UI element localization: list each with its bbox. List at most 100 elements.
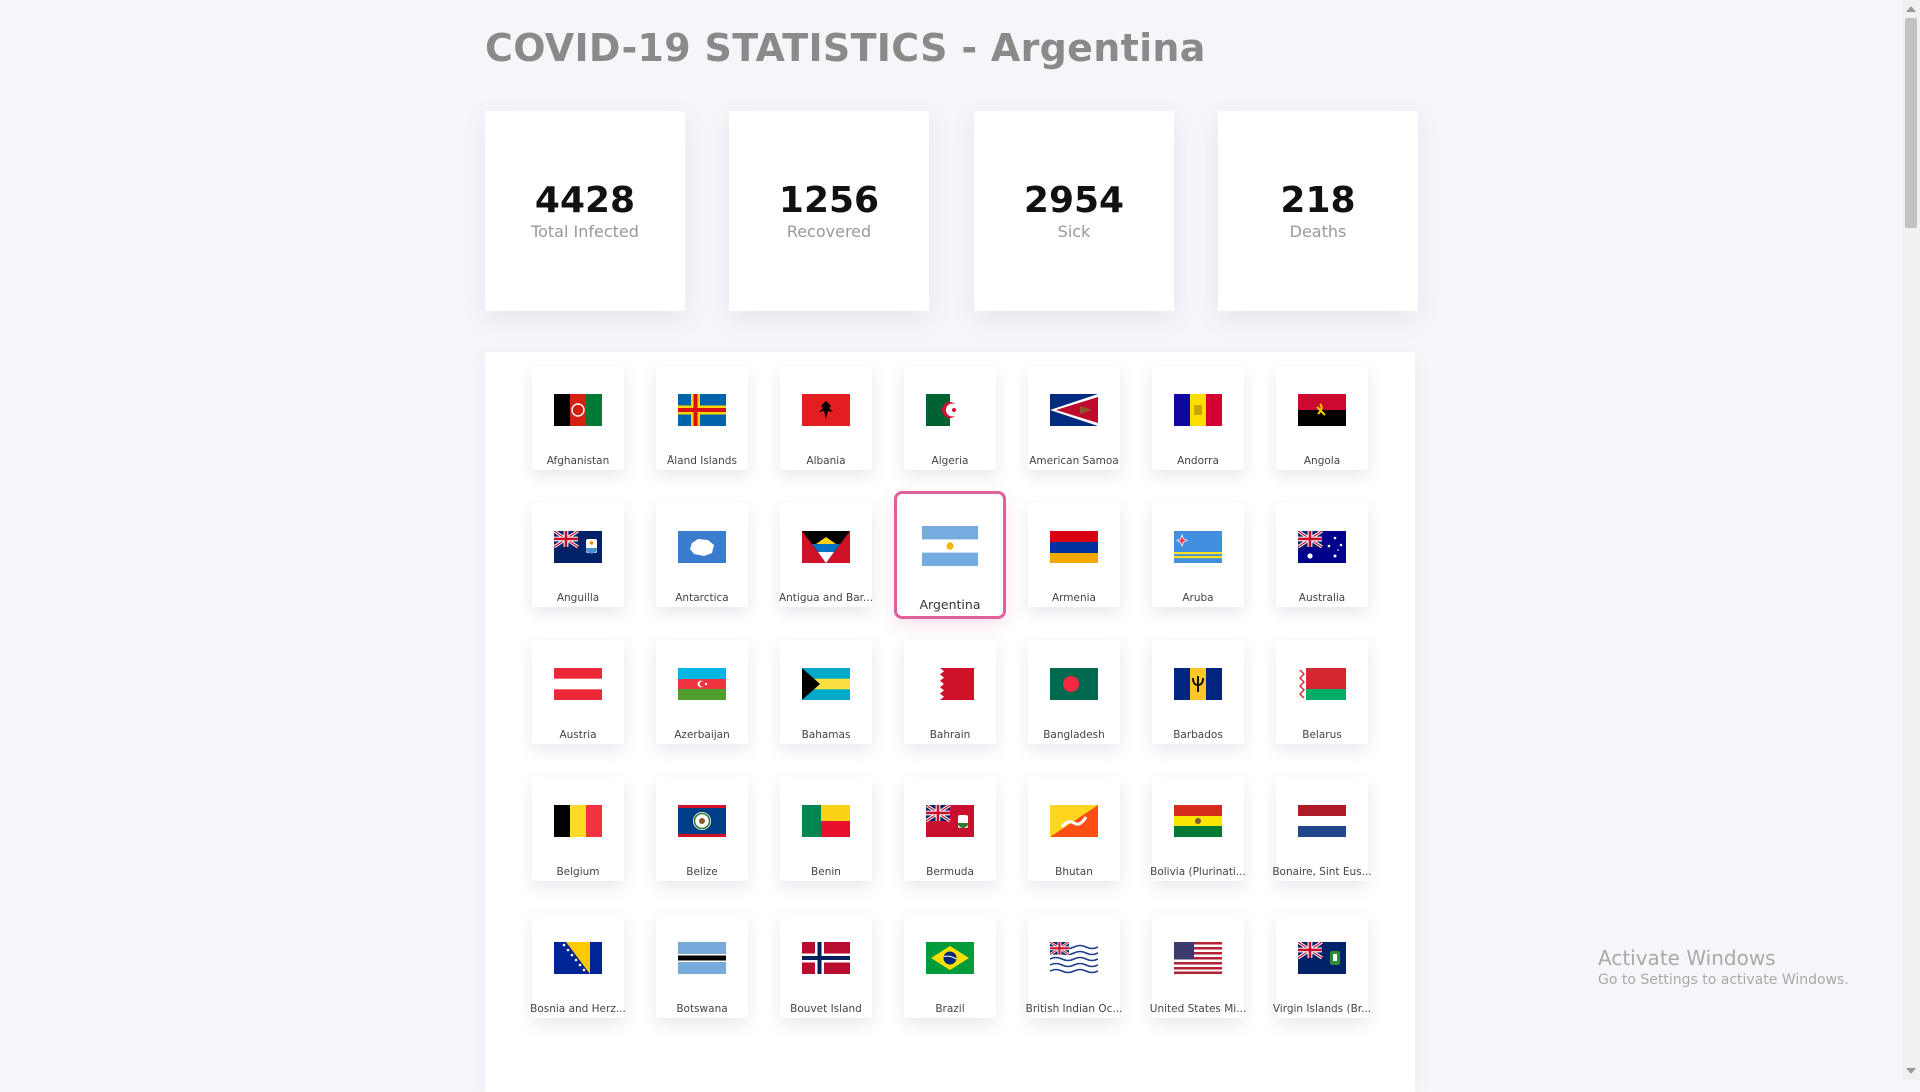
country-card-andorra[interactable]: Andorra [1152, 366, 1244, 470]
stat-card-sick: 2954 Sick [974, 111, 1174, 311]
flag-angola-icon [1298, 394, 1346, 426]
country-card-argentina[interactable]: Argentina [894, 491, 1006, 619]
country-card-anguilla[interactable]: Anguilla [532, 503, 624, 607]
country-card-antigua[interactable]: Antigua and Bar... [779, 503, 873, 607]
stat-label: Sick [1057, 222, 1091, 242]
country-name: Bhutan [1055, 866, 1093, 878]
country-card-bangladesh[interactable]: Bangladesh [1028, 640, 1120, 744]
scroll-up-arrow-icon[interactable] [1906, 6, 1916, 12]
country-name: Bahamas [801, 729, 851, 741]
flag-belarus-icon [1298, 668, 1346, 700]
country-card-benin[interactable]: Benin [780, 777, 872, 881]
scroll-down-arrow-icon[interactable] [1906, 1068, 1916, 1074]
country-grid: Afghanistan Åland Islands Albania Algeria Am… [485, 352, 1415, 1092]
flag-bahrain-icon [926, 668, 974, 700]
country-name: British Indian Oc... [1025, 1003, 1123, 1015]
country-name: Afghanistan [546, 455, 610, 467]
flag-algeria-icon [926, 394, 974, 426]
flag-anguilla-icon [554, 531, 602, 563]
country-name: Bouvet Island [790, 1003, 862, 1015]
stat-card-recovered: 1256 Recovered [729, 111, 929, 311]
flag-bvi-icon [1298, 942, 1346, 974]
page-title: COVID-19 STATISTICS - Argentina [485, 26, 1206, 70]
flag-afghanistan-icon [554, 394, 602, 426]
stat-label: Recovered [786, 222, 872, 242]
scroll-thumb[interactable] [1905, 18, 1917, 228]
stat-value: 1256 [778, 179, 880, 221]
country-card-belgium[interactable]: Belgium [532, 777, 624, 881]
country-name: Bangladesh [1043, 729, 1105, 741]
country-name: Andorra [1177, 455, 1219, 467]
country-card-azerbaijan[interactable]: Azerbaijan [656, 640, 748, 744]
flag-armenia-icon [1050, 531, 1098, 563]
flag-azerbaijan-icon [678, 668, 726, 700]
country-name: American Samoa [1029, 455, 1119, 467]
flag-bonaire-icon [1298, 805, 1346, 837]
country-card-aruba[interactable]: Aruba [1152, 503, 1244, 607]
country-card-bhutan[interactable]: Bhutan [1028, 777, 1120, 881]
country-card-angola[interactable]: Angola [1276, 366, 1368, 470]
country-card-bolivia[interactable]: Bolivia (Plurinati... [1150, 777, 1246, 881]
flag-bermuda-icon [926, 805, 974, 837]
country-name: United States Mi... [1149, 1003, 1247, 1015]
flag-australia-icon [1298, 531, 1346, 563]
country-card-us-minor[interactable]: United States Mi... [1150, 914, 1246, 1018]
country-card-armenia[interactable]: Armenia [1028, 503, 1120, 607]
country-name: Brazil [935, 1003, 965, 1015]
country-card-brazil[interactable]: Brazil [904, 914, 996, 1018]
stat-card-total-infected: 4428 Total Infected [485, 111, 685, 311]
watermark-subtitle: Go to Settings to activate Windows. [1598, 972, 1849, 988]
flag-botswana-icon [678, 942, 726, 974]
watermark-title: Activate Windows [1598, 946, 1776, 970]
country-name: Bermuda [926, 866, 974, 878]
country-name: Albania [806, 455, 846, 467]
country-card-antarctica[interactable]: Antarctica [656, 503, 748, 607]
stat-label: Total Infected [531, 222, 639, 242]
country-card-australia[interactable]: Australia [1276, 503, 1368, 607]
country-card-belarus[interactable]: Belarus [1276, 640, 1368, 744]
country-card-aland[interactable]: Åland Islands [656, 366, 748, 470]
flag-bosnia-icon [554, 942, 602, 974]
windows-activation-watermark: Activate Windows Go to Settings to activ… [1598, 946, 1849, 988]
country-name: Armenia [1051, 592, 1096, 604]
country-card-afghanistan[interactable]: Afghanistan [532, 366, 624, 470]
flag-antarctica-icon [678, 531, 726, 563]
flag-us-minor-icon [1174, 942, 1222, 974]
flag-bangladesh-icon [1050, 668, 1098, 700]
flag-brazil-icon [926, 942, 974, 974]
country-card-bvi[interactable]: Virgin Islands (Br... [1273, 914, 1371, 1018]
flag-andorra-icon [1174, 394, 1222, 426]
flag-aland-icon [678, 394, 726, 426]
country-name: Antigua and Bar... [778, 592, 874, 604]
country-name: Virgin Islands (Br... [1272, 1003, 1372, 1015]
country-name: Bolivia (Plurinati... [1150, 866, 1246, 878]
country-card-bonaire[interactable]: Bonaire, Sint Eus... [1272, 777, 1372, 881]
country-card-bahamas[interactable]: Bahamas [780, 640, 872, 744]
country-name: Bosnia and Herz... [530, 1003, 626, 1015]
country-name: Belgium [556, 866, 600, 878]
vertical-scrollbar[interactable] [1902, 0, 1920, 1080]
country-name: Bonaire, Sint Eus... [1272, 866, 1372, 878]
country-card-american-samoa[interactable]: American Samoa [1028, 366, 1120, 470]
country-name: Bahrain [929, 729, 971, 741]
country-name: Angola [1303, 455, 1341, 467]
country-name: Argentina [919, 597, 981, 612]
flag-argentina-icon [922, 526, 978, 566]
flag-biot-icon [1050, 942, 1098, 974]
country-card-bahrain[interactable]: Bahrain [904, 640, 996, 744]
country-name: Åland Islands [667, 455, 737, 467]
country-card-botswana[interactable]: Botswana [656, 914, 748, 1018]
country-card-biot[interactable]: British Indian Oc... [1026, 914, 1122, 1018]
country-card-austria[interactable]: Austria [532, 640, 624, 744]
country-card-albania[interactable]: Albania [780, 366, 872, 470]
country-card-barbados[interactable]: Barbados [1152, 640, 1244, 744]
country-name: Aruba [1182, 592, 1214, 604]
flag-bolivia-icon [1174, 805, 1222, 837]
country-card-bouvet[interactable]: Bouvet Island [780, 914, 872, 1018]
country-card-bosnia[interactable]: Bosnia and Herz... [530, 914, 626, 1018]
country-card-belize[interactable]: Belize [656, 777, 748, 881]
country-name: Anguilla [556, 592, 600, 604]
country-name: Azerbaijan [674, 729, 730, 741]
country-card-algeria[interactable]: Algeria [904, 366, 996, 470]
country-card-bermuda[interactable]: Bermuda [904, 777, 996, 881]
